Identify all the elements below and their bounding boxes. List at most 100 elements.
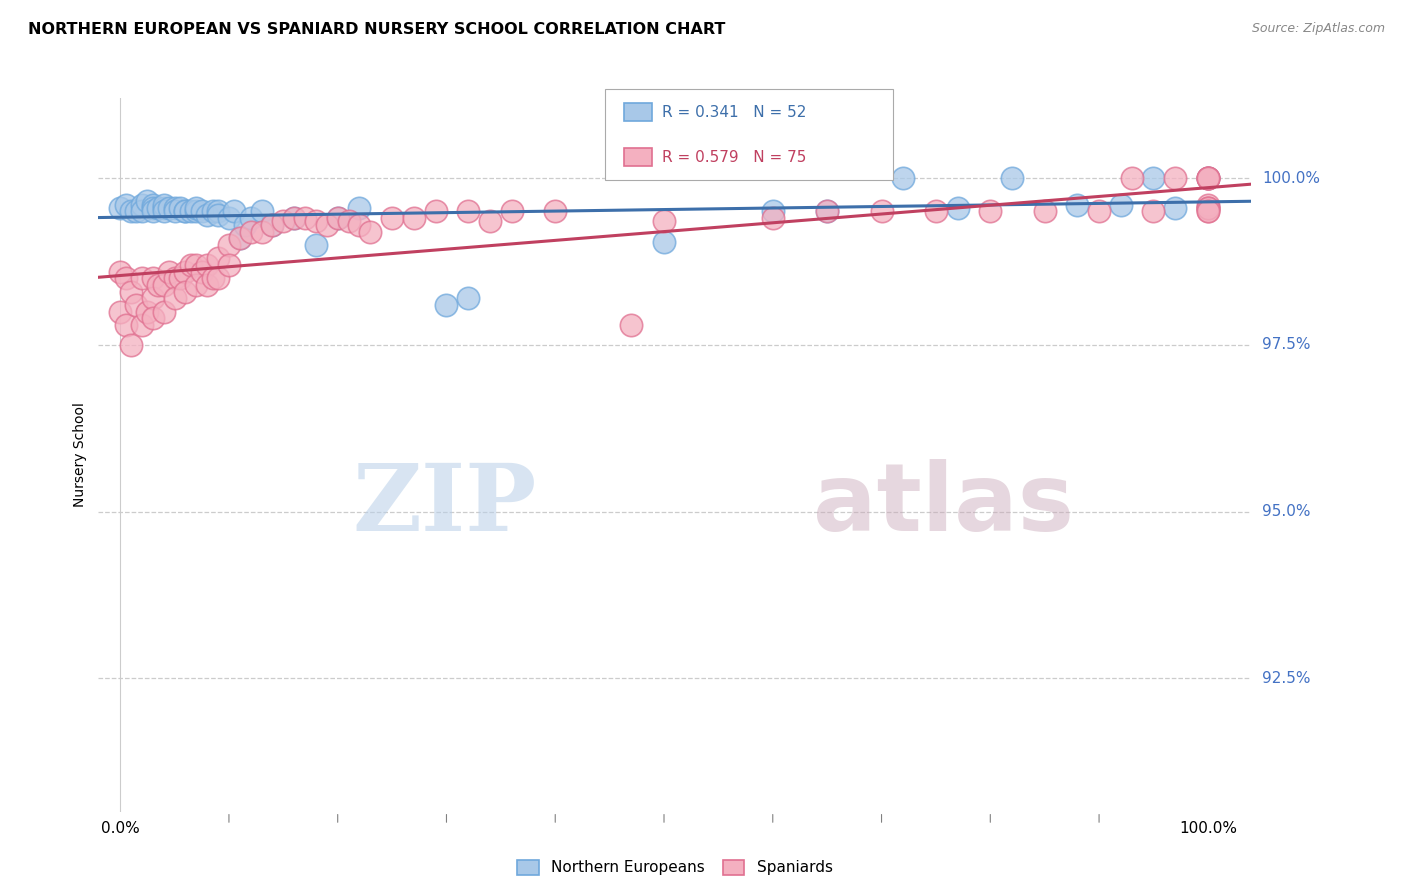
Point xyxy=(544,204,567,219)
Point xyxy=(201,271,224,285)
Point xyxy=(163,204,186,219)
Point xyxy=(273,214,295,228)
Point xyxy=(239,225,262,239)
Point xyxy=(114,271,136,285)
Point xyxy=(425,204,447,219)
Point xyxy=(174,204,197,219)
Point xyxy=(337,214,360,228)
Point xyxy=(131,204,153,219)
Point xyxy=(457,291,479,305)
Point xyxy=(218,258,240,272)
Point xyxy=(152,201,174,215)
Point xyxy=(1001,171,1024,186)
Text: 92.5%: 92.5% xyxy=(1263,671,1310,686)
Point xyxy=(148,201,170,215)
Point xyxy=(305,237,328,252)
Point xyxy=(229,231,252,245)
Point xyxy=(1066,198,1088,212)
Point xyxy=(152,304,174,318)
Text: 100.0%: 100.0% xyxy=(1263,170,1320,186)
Point xyxy=(457,204,479,219)
Point xyxy=(142,311,165,326)
Point xyxy=(326,211,349,226)
Point xyxy=(250,225,273,239)
Point xyxy=(114,198,136,212)
Point xyxy=(152,198,174,212)
Point xyxy=(120,204,142,219)
Point xyxy=(1109,198,1132,212)
Point xyxy=(762,204,785,219)
Point xyxy=(174,285,197,299)
Point xyxy=(1197,204,1219,219)
Point xyxy=(108,201,131,215)
Point xyxy=(224,204,246,219)
Point xyxy=(108,304,131,318)
Point xyxy=(620,318,643,332)
Point xyxy=(142,271,165,285)
Point xyxy=(815,204,838,219)
Point xyxy=(163,201,186,215)
Point xyxy=(190,204,212,219)
Point xyxy=(946,201,969,215)
Text: atlas: atlas xyxy=(813,458,1074,551)
Point xyxy=(207,271,229,285)
Point xyxy=(652,235,675,249)
Point xyxy=(283,211,305,226)
Point xyxy=(131,318,153,332)
Point xyxy=(326,211,349,226)
Point xyxy=(180,258,202,272)
Text: 97.5%: 97.5% xyxy=(1263,337,1310,352)
Point xyxy=(201,204,224,219)
Point xyxy=(1142,204,1164,219)
Text: NORTHERN EUROPEAN VS SPANIARD NURSERY SCHOOL CORRELATION CHART: NORTHERN EUROPEAN VS SPANIARD NURSERY SC… xyxy=(28,22,725,37)
Text: R = 0.341   N = 52: R = 0.341 N = 52 xyxy=(662,104,807,120)
Point xyxy=(131,271,153,285)
Point xyxy=(131,198,153,212)
Point xyxy=(157,264,180,278)
Text: 95.0%: 95.0% xyxy=(1263,504,1310,519)
Point xyxy=(283,211,305,226)
Point xyxy=(174,264,197,278)
Point xyxy=(218,211,240,226)
Point xyxy=(478,214,501,228)
Point xyxy=(402,211,425,226)
Text: Source: ZipAtlas.com: Source: ZipAtlas.com xyxy=(1251,22,1385,36)
Point xyxy=(186,204,208,219)
Point xyxy=(120,285,142,299)
Point xyxy=(180,204,202,219)
Point xyxy=(229,231,252,245)
Point xyxy=(142,291,165,305)
Point xyxy=(207,208,229,222)
Point xyxy=(1164,201,1187,215)
Point xyxy=(186,201,208,215)
Point xyxy=(979,204,1001,219)
Point xyxy=(762,211,785,226)
Point xyxy=(1121,171,1143,186)
Point xyxy=(142,201,165,215)
Point xyxy=(1197,171,1219,186)
Point xyxy=(169,271,191,285)
Point xyxy=(1142,171,1164,186)
Point xyxy=(136,304,159,318)
Y-axis label: Nursery School: Nursery School xyxy=(73,402,87,508)
Point xyxy=(152,204,174,219)
Point xyxy=(1197,201,1219,215)
Point xyxy=(195,208,218,222)
Point xyxy=(157,201,180,215)
Point xyxy=(195,258,218,272)
Point xyxy=(925,204,948,219)
Point xyxy=(148,277,170,292)
Point xyxy=(870,204,893,219)
Point xyxy=(1197,198,1219,212)
Point xyxy=(305,214,328,228)
Point xyxy=(233,218,256,232)
Point xyxy=(262,218,284,232)
Point xyxy=(1033,204,1056,219)
Point xyxy=(169,201,191,215)
Point xyxy=(207,204,229,219)
Text: ZIP: ZIP xyxy=(353,460,537,549)
Point xyxy=(163,271,186,285)
Point xyxy=(1197,171,1219,186)
Point xyxy=(501,204,523,219)
Point xyxy=(436,298,458,312)
